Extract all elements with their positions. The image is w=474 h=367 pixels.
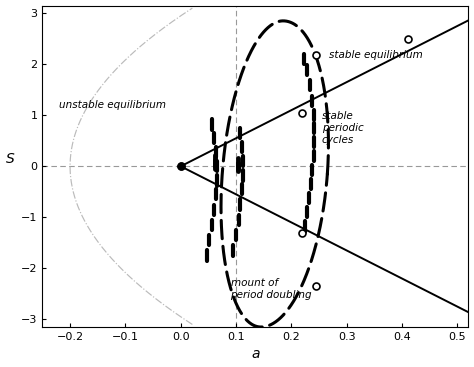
X-axis label: a: a [251, 348, 260, 361]
Text: unstable equilibrium: unstable equilibrium [59, 100, 166, 110]
Y-axis label: S: S [6, 152, 14, 166]
Text: stable equilibrium: stable equilibrium [329, 50, 423, 60]
Text: mount of
period doubling: mount of period doubling [230, 278, 312, 299]
Text: stable
periodic
cycles: stable periodic cycles [322, 112, 364, 145]
